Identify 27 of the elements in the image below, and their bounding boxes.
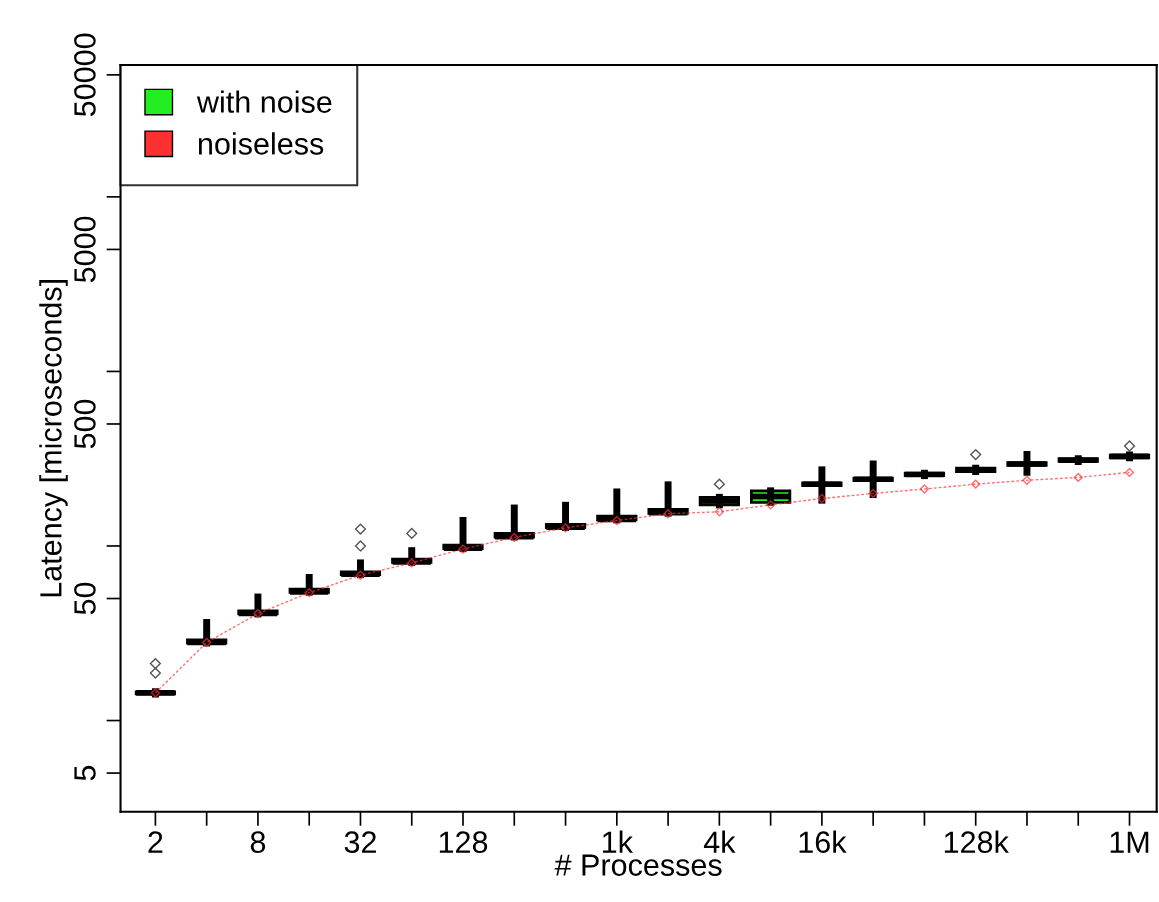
legend-label: noiseless: [198, 132, 324, 155]
y-tick-label: 50: [74, 582, 96, 615]
point: [971, 479, 981, 489]
point: [714, 507, 724, 517]
point: [766, 500, 776, 510]
y-tick-label: 5000: [74, 216, 96, 283]
y-tick-label: 500: [74, 399, 96, 449]
x-tick-label: 16k: [799, 830, 847, 853]
x-tick-label: 128: [439, 831, 488, 853]
x-tick-label: 8: [250, 831, 266, 853]
x-tick-label: 1M: [1110, 831, 1149, 853]
point: [1022, 475, 1032, 485]
legend-label: with noise: [196, 90, 332, 113]
x-axis-title: # Processes: [554, 854, 722, 876]
point: [868, 488, 878, 499]
x-tick-label: 32: [344, 831, 376, 853]
point: [1073, 472, 1083, 483]
x-tick-label: 2: [148, 831, 163, 853]
y-tick-label: 50000: [74, 33, 96, 117]
point: [1124, 467, 1135, 478]
point: [817, 493, 827, 504]
y-tick-label: 5: [74, 765, 96, 781]
x-tick-label: 4k: [703, 830, 736, 853]
x-tick-label: 1k: [603, 830, 633, 853]
x-tick-label: 128k: [944, 830, 1009, 853]
y-axis-title: Latency [microseconds]: [39, 280, 68, 597]
point: [919, 484, 930, 494]
